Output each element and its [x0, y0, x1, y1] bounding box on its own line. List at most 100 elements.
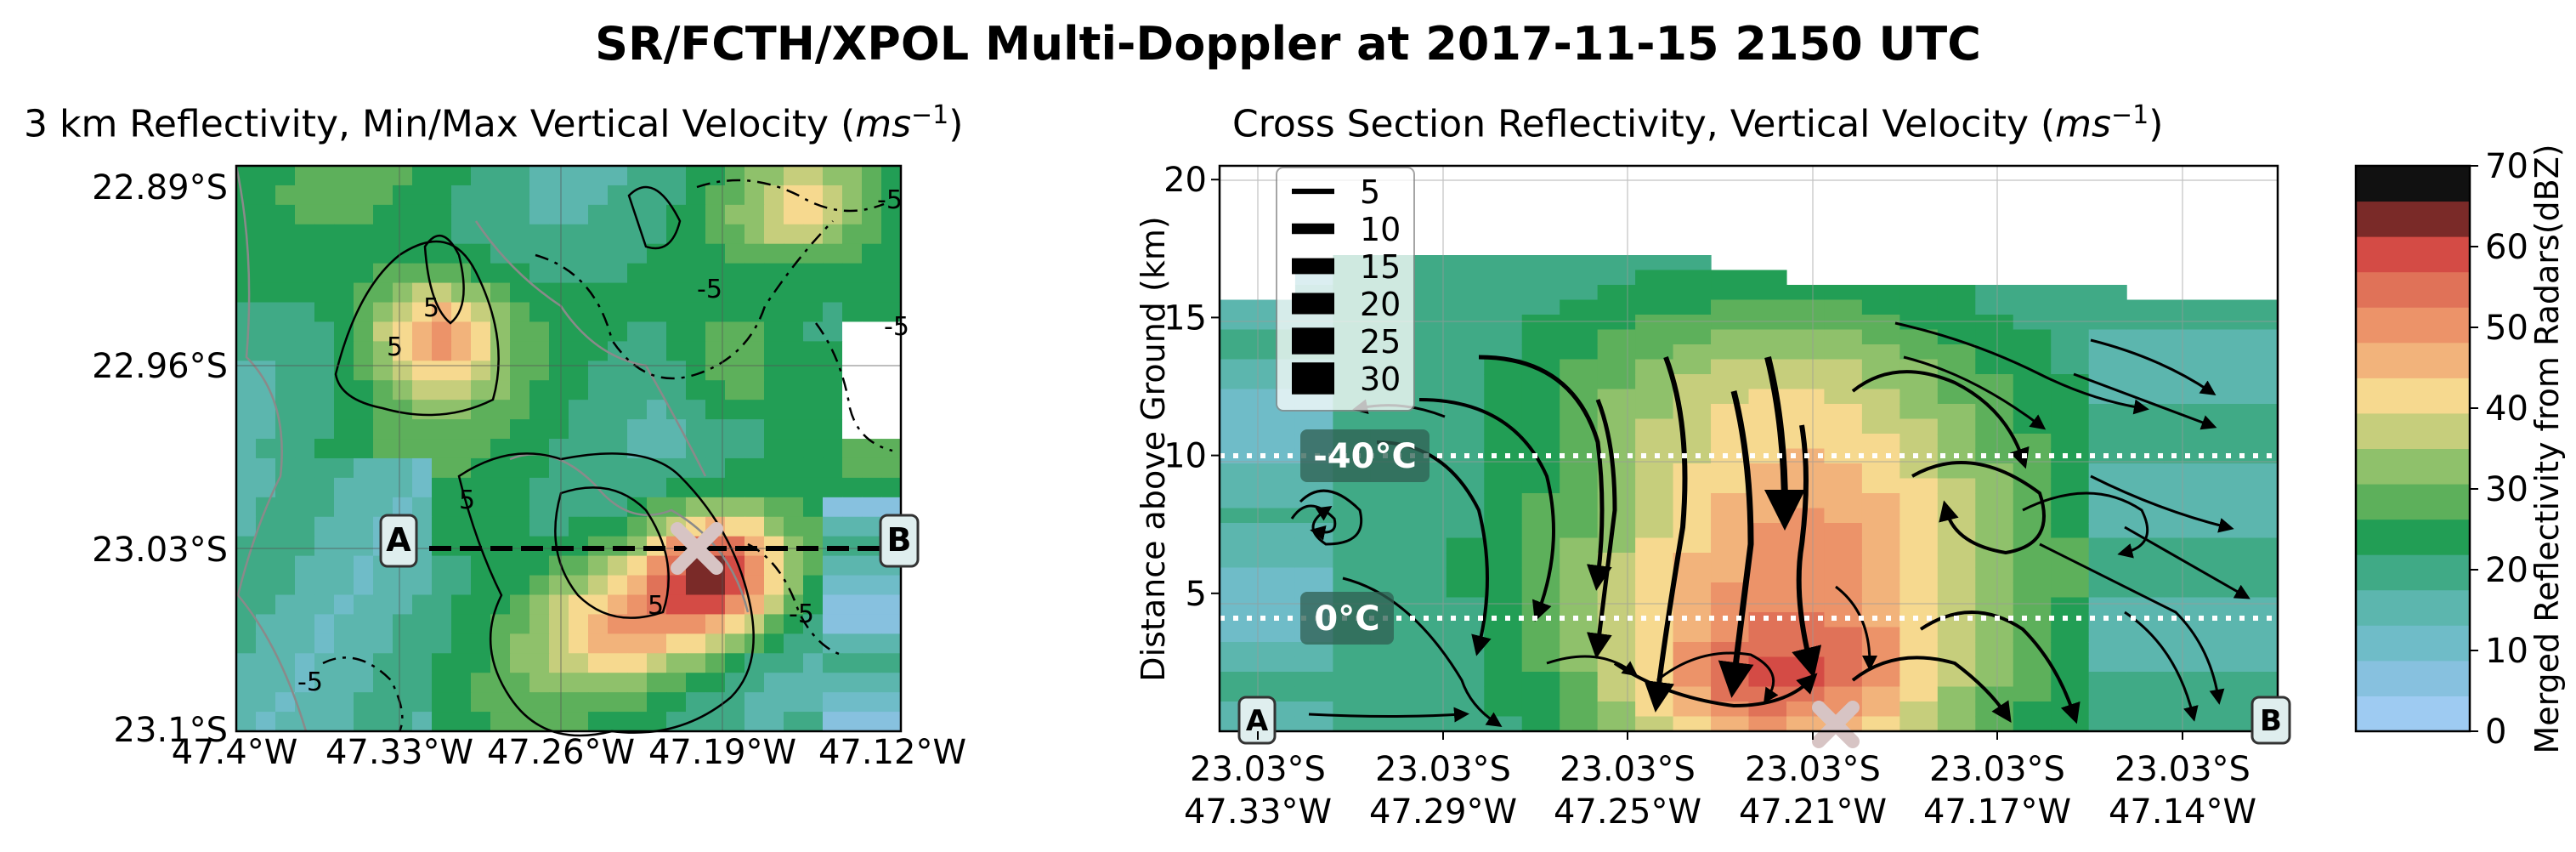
- cross-section-cell: [2126, 344, 2166, 361]
- reflectivity-cell: [490, 497, 511, 518]
- reflectivity-cell: [529, 633, 550, 654]
- reflectivity-cell: [686, 282, 706, 304]
- cross-section-cell: [1937, 672, 1976, 688]
- cross-section-cell: [2088, 553, 2127, 569]
- reflectivity-cell: [784, 361, 804, 381]
- cross-section-cell: [1446, 537, 1485, 554]
- reflectivity-cell: [764, 633, 784, 654]
- reflectivity-cell: [236, 497, 257, 518]
- reflectivity-cell: [412, 594, 433, 616]
- cross-section-cell: [1635, 299, 1674, 315]
- reflectivity-cell: [686, 692, 706, 713]
- reflectivity-cell: [256, 321, 276, 342]
- cross-section-cell: [1408, 656, 1447, 673]
- lon-tick-label: 47.4°W: [172, 733, 298, 772]
- reflectivity-cell: [588, 594, 609, 616]
- streamline: [1919, 611, 2081, 724]
- reflectivity-cell: [236, 302, 257, 323]
- reflectivity-cell: [510, 673, 530, 693]
- cross-section-cell: [1521, 418, 1560, 435]
- reflectivity-cell: [764, 673, 784, 693]
- cross-section-cell: [1937, 716, 1976, 732]
- reflectivity-cell: [588, 400, 609, 420]
- reflectivity-cell: [666, 380, 687, 400]
- reflectivity-cell: [529, 321, 550, 342]
- reflectivity-cell: [725, 692, 745, 713]
- reflectivity-cell: [412, 204, 433, 225]
- reflectivity-cell: [647, 341, 667, 361]
- streamline: [1894, 321, 2149, 415]
- cross-section-cell: [1711, 389, 1750, 405]
- reflectivity-cell: [549, 321, 569, 342]
- reflectivity-cell: [725, 204, 745, 225]
- reflectivity-cell: [647, 302, 667, 323]
- cross-section-cell: [1673, 508, 1712, 524]
- reflectivity-cell: [471, 712, 491, 732]
- reflectivity-cell: [862, 477, 882, 498]
- reflectivity-cell: [823, 477, 843, 498]
- reflectivity-cell: [354, 282, 374, 304]
- reflectivity-cell: [295, 692, 315, 713]
- cross-section-cell: [2051, 642, 2090, 658]
- cross-section-cell: [2164, 404, 2203, 420]
- reflectivity-cell: [647, 633, 667, 654]
- reflectivity-cell: [451, 263, 472, 284]
- reflectivity-cell: [647, 263, 667, 284]
- cross-section-cell: [1521, 374, 1560, 390]
- height-tick-label: 5: [1186, 575, 1207, 614]
- reflectivity-cell: [373, 341, 393, 361]
- reflectivity-cell: [490, 282, 511, 304]
- reflectivity-cell: [490, 439, 511, 459]
- reflectivity-cell: [471, 497, 491, 518]
- reflectivity-cell: [314, 497, 335, 518]
- reflectivity-cell: [647, 594, 667, 616]
- reflectivity-cell: [490, 400, 511, 420]
- cross-section-cell: [1635, 567, 1674, 583]
- cross-section-cell: [1446, 255, 1485, 271]
- cross-section-cell: [2051, 404, 2090, 420]
- reflectivity-cell: [764, 419, 784, 440]
- reflectivity-cell: [529, 653, 550, 673]
- cross-section-cell: [1673, 716, 1712, 732]
- reflectivity-cell: [393, 653, 413, 673]
- cross-section-cell: [2126, 478, 2166, 494]
- reflectivity-cell: [744, 633, 765, 654]
- left-panel-title: 3 km Reflectivity, Min/Max Vertical Velo…: [24, 100, 963, 146]
- cross-section-cell: [1370, 656, 1409, 673]
- reflectivity-cell: [627, 166, 648, 186]
- reflectivity-cell: [744, 497, 765, 518]
- cross-section-cell: [1521, 359, 1560, 375]
- reflectivity-cell: [354, 185, 374, 206]
- reflectivity-cell: [451, 419, 472, 440]
- reflectivity-cell: [471, 457, 491, 479]
- reflectivity-cell: [803, 361, 824, 381]
- reflectivity-cell: [354, 341, 374, 361]
- reflectivity-cell: [490, 633, 511, 654]
- colorbar-bin: [2356, 625, 2470, 662]
- reflectivity-cell: [627, 263, 648, 284]
- reflectivity-cell: [549, 712, 569, 732]
- reflectivity-cell: [236, 516, 257, 537]
- reflectivity-cell: [842, 536, 863, 557]
- cross-section-cell: [2013, 374, 2052, 390]
- cross-section-cell: [1521, 478, 1560, 494]
- cross-section-cell: [2239, 537, 2279, 554]
- cross-section-cell: [1975, 299, 2014, 315]
- cross-section-cell: [1711, 404, 1750, 420]
- cross-section-cell: [1861, 329, 1900, 345]
- reflectivity-cell: [529, 516, 550, 537]
- cross-section-cell: [1748, 285, 1787, 301]
- cross-section-cell: [1711, 582, 1750, 599]
- reflectivity-cell: [647, 204, 667, 225]
- reflectivity-cell: [373, 185, 393, 206]
- reflectivity-cell: [549, 282, 569, 304]
- reflectivity-cell: [451, 594, 472, 616]
- cross-section-cell: [1370, 508, 1409, 524]
- cross-section-cell: [1673, 434, 1712, 450]
- reflectivity-cell: [588, 341, 609, 361]
- figure-title: SR/FCTH/XPOL Multi-Doppler at 2017-11-15…: [595, 17, 1981, 71]
- cross-section-cell: [1484, 255, 1523, 271]
- cross-section-cell: [1899, 656, 1939, 673]
- reflectivity-cell: [275, 594, 296, 616]
- reflectivity-cell: [295, 497, 315, 518]
